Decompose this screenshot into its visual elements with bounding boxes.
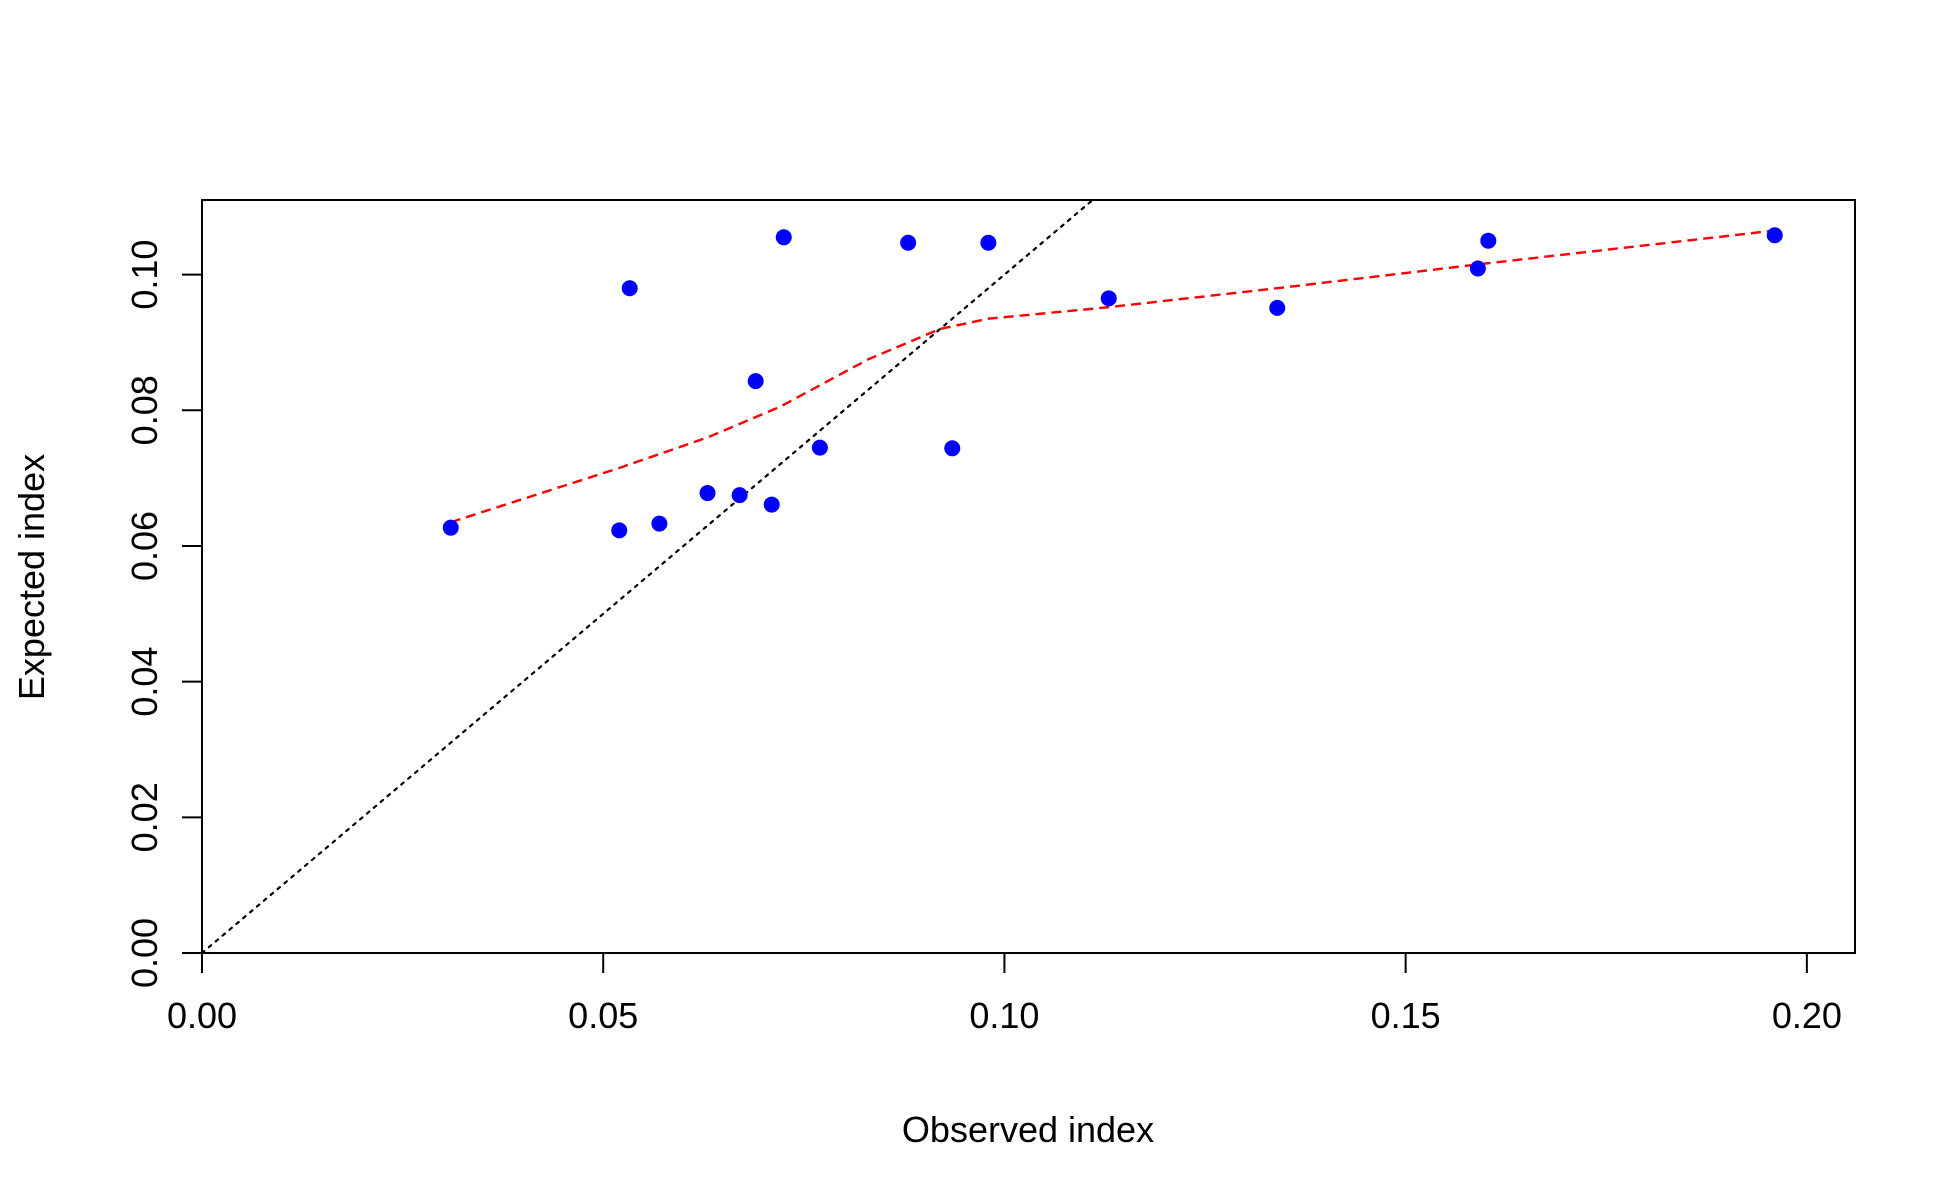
data-point	[1269, 299, 1286, 316]
scatter-points	[442, 227, 1783, 539]
y-tick-label: 0.06	[124, 511, 165, 581]
data-point	[763, 496, 780, 513]
x-tick-label: 0.15	[1371, 995, 1441, 1036]
data-point	[1100, 290, 1117, 307]
data-point	[731, 487, 748, 504]
data-point	[944, 440, 961, 457]
x-tick-label: 0.00	[167, 995, 237, 1036]
data-point	[1766, 227, 1783, 244]
data-point	[699, 485, 716, 502]
x-tick-label: 0.20	[1772, 995, 1842, 1036]
y-tick-label: 0.04	[124, 647, 165, 717]
x-tick-label: 0.10	[969, 995, 1039, 1036]
y-axis: 0.00 0.02 0.04 0.06 0.08 0.10	[124, 240, 203, 988]
x-tick-label: 0.05	[568, 995, 638, 1036]
data-point	[811, 439, 828, 456]
y-axis-title: Expected index	[11, 454, 52, 700]
data-point	[775, 229, 792, 246]
identity-line	[202, 200, 1095, 953]
data-point	[900, 234, 917, 251]
data-point	[980, 234, 997, 251]
x-axis-title: Observed index	[902, 1109, 1154, 1150]
y-tick-label: 0.08	[124, 375, 165, 445]
x-axis: 0.00 0.05 0.10 0.15 0.20	[167, 952, 1842, 1036]
data-point	[1480, 232, 1497, 249]
data-point	[747, 373, 764, 390]
plot-frame	[201, 199, 1856, 954]
smooth-line	[450, 229, 1775, 524]
y-tick-label: 0.02	[124, 782, 165, 852]
data-point	[621, 280, 638, 297]
data-point	[442, 519, 459, 536]
data-point	[1469, 260, 1486, 277]
y-tick-label: 0.10	[124, 240, 165, 310]
data-point	[611, 522, 628, 539]
data-point	[651, 515, 668, 532]
y-tick-label: 0.00	[124, 918, 165, 988]
